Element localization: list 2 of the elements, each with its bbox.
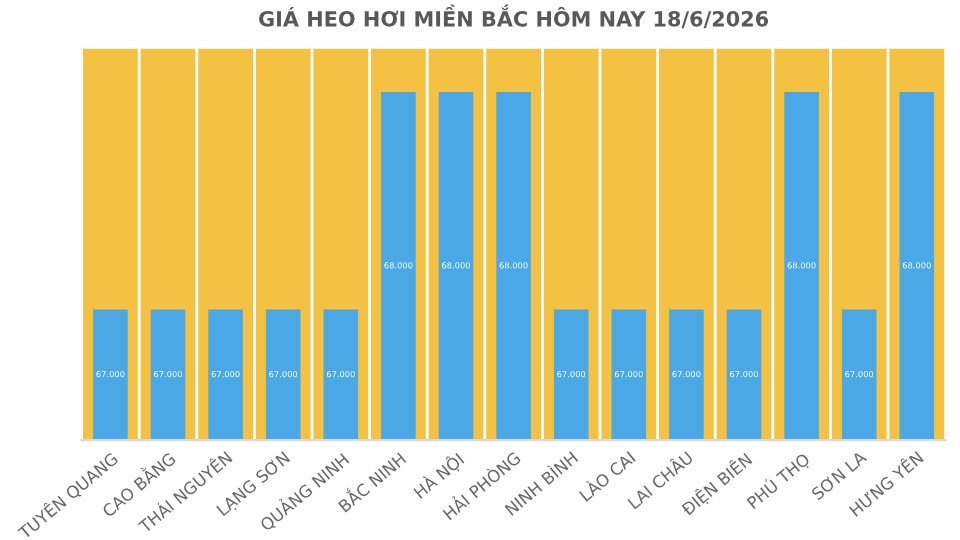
x-tick-label: LÀO CAI [576, 448, 636, 502]
chart-title: GIÁ HEO HƠI MIỀN BẮC HÔM NAY 18/6/2026 [259, 4, 769, 29]
